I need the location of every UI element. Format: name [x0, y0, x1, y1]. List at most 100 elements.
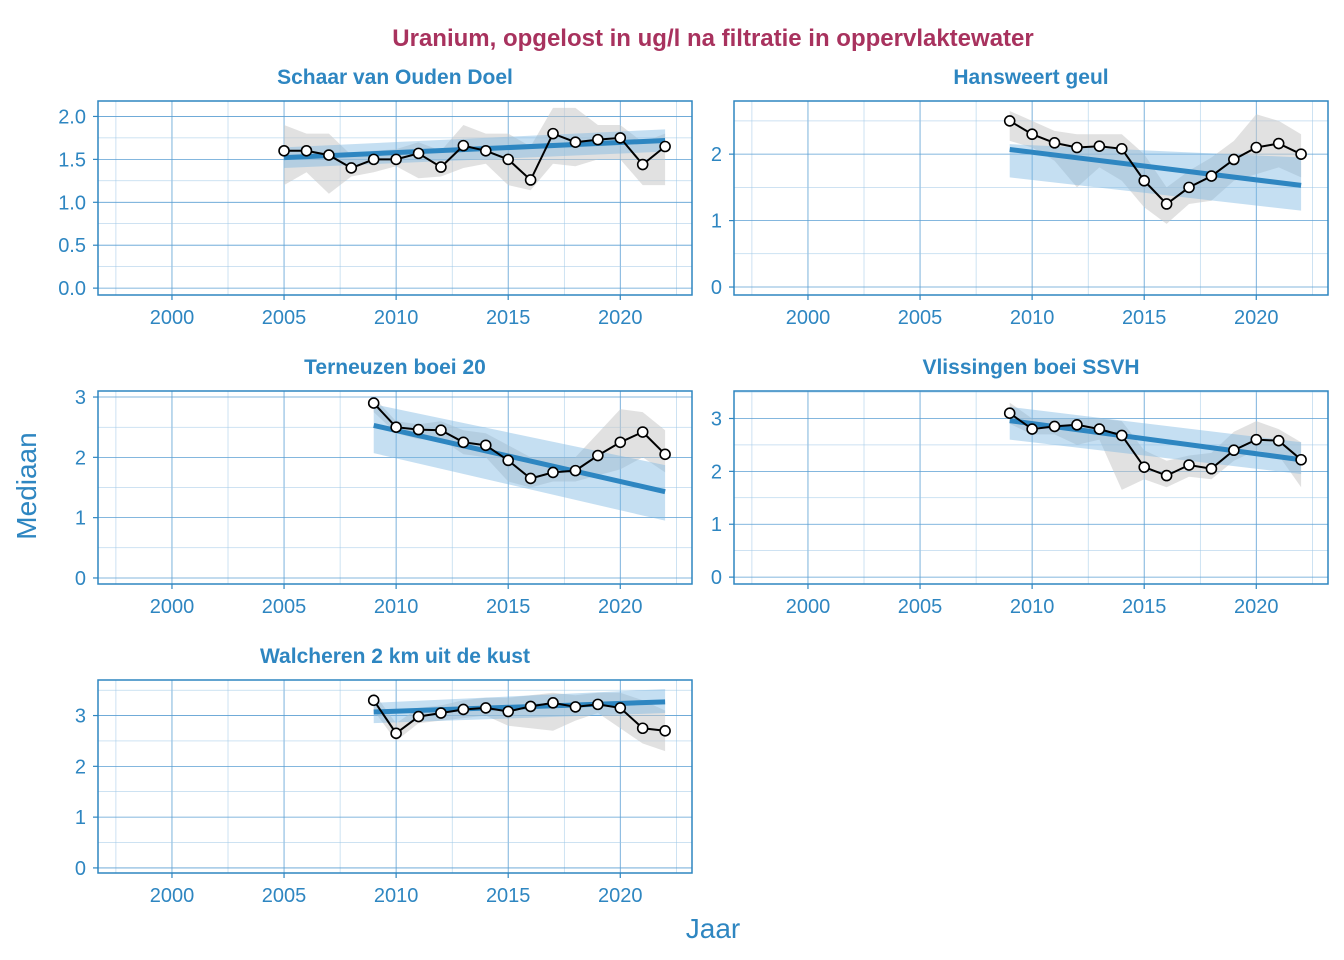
y-tick-label: 1.5	[58, 149, 86, 171]
data-point	[502, 153, 514, 166]
grid	[734, 391, 1328, 584]
x-tick-label: 2010	[374, 596, 419, 618]
data-point	[569, 464, 582, 477]
data-point	[1160, 469, 1173, 482]
data-point	[435, 707, 447, 719]
x-tick-label: 2000	[786, 596, 831, 618]
data-point	[1250, 141, 1263, 154]
data-point	[1295, 148, 1307, 160]
data-point	[457, 436, 470, 449]
panel-title: Schaar van Ouden Doel	[277, 66, 513, 89]
x-tick-label: 2010	[1010, 596, 1055, 618]
x-tick-label: 2015	[486, 596, 531, 618]
x-tick-label: 2005	[262, 596, 307, 618]
x-axis-title: Jaar	[686, 913, 740, 944]
panel-frame	[97, 390, 693, 585]
data-point	[1115, 143, 1128, 155]
data-point	[1071, 419, 1083, 431]
data-point	[435, 424, 447, 437]
data-point	[457, 139, 470, 152]
data-point	[457, 703, 470, 716]
data-point	[367, 397, 380, 409]
plot-layer	[1003, 111, 1307, 224]
x-tick-label: 2000	[786, 307, 831, 329]
panel-frame	[733, 390, 1329, 585]
data-point	[412, 710, 425, 723]
y-tick-label: 0.0	[58, 278, 86, 300]
x-tick-label: 2005	[898, 307, 943, 329]
y-tick-label: 0	[75, 858, 86, 880]
x-tick-label: 2010	[374, 307, 419, 329]
grid	[98, 101, 692, 295]
data-point	[367, 694, 380, 707]
panel-3: Terneuzen boei 20 2000 2005 2010 2015 2020 0 1 2…	[75, 356, 693, 618]
data-point	[390, 153, 402, 166]
panel-frame	[97, 100, 693, 296]
x-tick-label: 2015	[486, 885, 531, 907]
plot-layer	[278, 107, 671, 194]
data-point	[1026, 423, 1038, 435]
data-point	[659, 140, 671, 153]
y-tick-label: 0	[711, 567, 722, 589]
panel-2: Hansweert geul 2000 2005 2010 2015 2020 0 1 2	[711, 66, 1329, 329]
x-tick-label: 2005	[262, 307, 307, 329]
x-tick-label: 2015	[486, 307, 531, 329]
data-point	[479, 439, 492, 452]
data-point	[1160, 198, 1173, 210]
data-point	[569, 136, 582, 149]
panel-title: Terneuzen boei 20	[304, 356, 486, 379]
y-tick-label: 1	[711, 514, 722, 536]
data-point	[412, 147, 425, 160]
data-point	[412, 423, 425, 436]
data-point	[390, 421, 402, 433]
x-tick-label: 2020	[598, 885, 643, 907]
data-point	[524, 700, 537, 713]
data-point	[1272, 434, 1285, 447]
data-point	[502, 454, 514, 467]
data-point	[636, 158, 649, 171]
data-point	[345, 162, 358, 174]
data-point	[569, 701, 582, 713]
variability-band	[373, 397, 666, 488]
y-tick-label: 3	[75, 706, 86, 728]
y-tick-label: 1.0	[58, 192, 86, 214]
trend-line	[373, 422, 666, 495]
data-point	[1228, 153, 1240, 166]
grid	[98, 391, 692, 584]
panel-frame	[97, 679, 693, 874]
y-tick-label: 2	[711, 461, 722, 483]
x-tick-label: 2015	[1122, 307, 1167, 329]
data-point	[1093, 423, 1106, 435]
data-point	[1048, 420, 1061, 433]
data-point	[1228, 444, 1240, 457]
data-point	[524, 174, 537, 186]
x-tick-label: 2000	[150, 307, 195, 329]
data-point	[1183, 459, 1195, 471]
y-tick-label: 3	[711, 408, 722, 430]
x-tick-label: 2020	[598, 307, 643, 329]
x-tick-label: 2020	[1234, 596, 1279, 618]
plot-layer	[367, 689, 671, 752]
data-point	[1003, 407, 1016, 420]
chart-title: Uranium, opgelost in ug/l na filtratie i…	[392, 25, 1033, 52]
data-point	[592, 133, 604, 146]
x-tick-label: 2000	[150, 885, 195, 907]
data-point	[479, 144, 492, 157]
plot-layer	[367, 397, 671, 521]
y-tick-label: 0.5	[58, 235, 86, 257]
data-point	[614, 702, 627, 714]
data-point	[659, 448, 671, 461]
y-tick-label: 3	[75, 387, 86, 409]
data-point	[547, 466, 559, 479]
y-tick-label: 1	[75, 508, 86, 530]
x-tick-label: 2020	[598, 596, 643, 618]
data-point	[1003, 115, 1016, 127]
data-point	[479, 702, 492, 714]
panel-title: Hansweert geul	[953, 66, 1108, 89]
data-point	[1295, 453, 1307, 466]
y-tick-label: 2	[75, 756, 86, 778]
data-point	[1093, 140, 1106, 152]
data-point	[614, 436, 627, 449]
